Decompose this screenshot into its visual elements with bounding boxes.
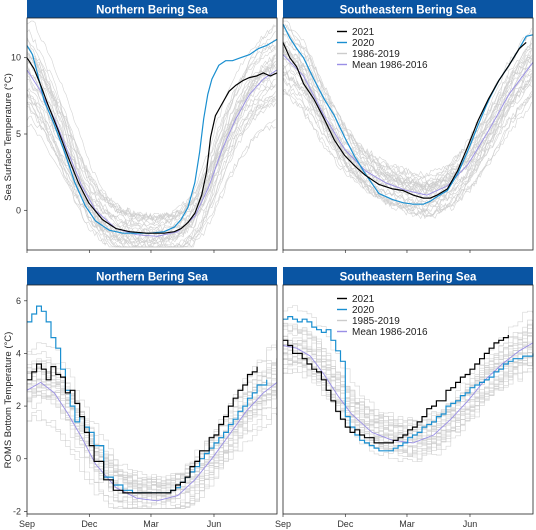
y-tick-label: 6 — [16, 296, 21, 306]
strip-northern-bottom — [27, 267, 277, 285]
panel-bottom-northern: Northern Bering Sea -2 0 2 4 6 Sep Dec Mar Jun — [13, 267, 278, 529]
panel-title-northern-sst: Northern Bering Sea — [96, 5, 208, 17]
y-tick-label: -2 — [13, 506, 21, 516]
strip-southeastern-bottom — [283, 267, 533, 285]
legend-label: 2020 — [352, 38, 375, 49]
history-year-line — [282, 40, 532, 195]
history-year-line — [27, 390, 277, 509]
y-tick-label: 2 — [16, 401, 21, 411]
history-year-line — [26, 37, 276, 220]
history-year-line — [282, 74, 532, 219]
panel-bottom-southeastern: Southeastern Bering Sea Sep Dec Mar Jun 2021… — [275, 267, 534, 529]
history-year-line — [282, 78, 532, 208]
history-year-line — [283, 332, 533, 431]
y-tick-label: 10 — [11, 53, 21, 63]
plot-frame — [26, 284, 278, 515]
history-year-line — [27, 360, 277, 487]
legend-label: Mean 1986-2016 — [352, 60, 428, 71]
history-year-line — [26, 25, 276, 226]
history-year-line — [283, 356, 533, 455]
history-year-line — [283, 33, 532, 188]
series-2021-line — [282, 41, 527, 199]
series-2021-line — [26, 57, 278, 234]
history-year-line — [26, 45, 276, 221]
history-year-line — [282, 62, 532, 204]
y-tick-label: 5 — [16, 129, 21, 139]
panel-title-southeastern-bottom: Southeastern Bering Sea — [340, 272, 477, 284]
history-year-line — [27, 364, 277, 492]
history-year-line — [26, 53, 276, 222]
x-tick-label: Mar — [399, 519, 415, 529]
history-year-line — [27, 392, 277, 509]
history-year-line — [282, 47, 532, 220]
history-year-line — [26, 72, 276, 228]
legend-label: 2021 — [352, 294, 375, 305]
x-tick-label: Dec — [81, 519, 98, 529]
series-mean-line — [26, 69, 278, 237]
history-year-line — [26, 96, 276, 242]
legend-label: 1986-2019 — [352, 49, 400, 60]
y-tick-label: 4 — [16, 348, 21, 358]
history-year-line — [283, 20, 532, 185]
history-year-line — [282, 24, 532, 191]
series-2020-line — [26, 38, 278, 234]
history-year-line — [27, 360, 277, 497]
history-year-line — [283, 323, 533, 436]
series-mean-line — [282, 54, 534, 196]
plot-frame — [26, 17, 278, 251]
history-year-line — [26, 47, 276, 237]
legend-label: 2021 — [352, 27, 375, 38]
plot-frame — [282, 284, 534, 515]
series-mean-line — [26, 381, 278, 502]
strip-southeastern-sst — [283, 0, 533, 18]
history-year-line — [26, 78, 276, 248]
panel-sst-northern: Northern Bering Sea 0 5 10 — [11, 0, 278, 253]
legend-label: 2020 — [352, 305, 375, 316]
x-tick-label: Dec — [337, 519, 354, 529]
history-year-line — [26, 44, 276, 230]
legend-label: Mean 1986-2016 — [352, 327, 428, 338]
series-2021-line — [27, 363, 258, 494]
x-tick-label: Sep — [275, 519, 291, 529]
history-year-line — [26, 101, 276, 245]
history-year-line — [282, 78, 532, 216]
x-tick-label: Jun — [463, 519, 478, 529]
history-year-line — [283, 335, 533, 426]
series-2021-line — [283, 335, 509, 444]
panel-title-northern-bottom: Northern Bering Sea — [96, 272, 208, 284]
history-year-line — [283, 324, 533, 434]
x-tick-label: Jun — [207, 519, 222, 529]
history-year-line — [26, 28, 276, 225]
legend-label: 1985-2019 — [352, 316, 400, 327]
history-year-line — [27, 383, 277, 487]
y-axis-title-bottom-temp: ROMS Bottom Temperature (°C) — [3, 332, 14, 469]
panel-sst-southeastern: Southeastern Bering Sea 202120201986-201… — [282, 0, 534, 253]
series-2020-line — [283, 316, 534, 452]
history-year-line — [283, 368, 533, 455]
series-2020-line — [27, 305, 268, 494]
plot-frame — [282, 17, 534, 251]
history-year-line — [282, 45, 532, 208]
panel-title-southeastern-sst: Southeastern Bering Sea — [340, 5, 477, 17]
y-tick-label: 0 — [16, 205, 21, 215]
x-tick-label: Sep — [19, 519, 35, 529]
y-tick-label: 0 — [16, 454, 21, 464]
strip-northern-sst — [27, 0, 277, 18]
x-tick-label: Mar — [143, 519, 159, 529]
history-year-line — [27, 344, 277, 490]
y-axis-title-sst: Sea Surface Temperature (°C) — [3, 73, 14, 201]
history-year-line — [282, 30, 532, 180]
